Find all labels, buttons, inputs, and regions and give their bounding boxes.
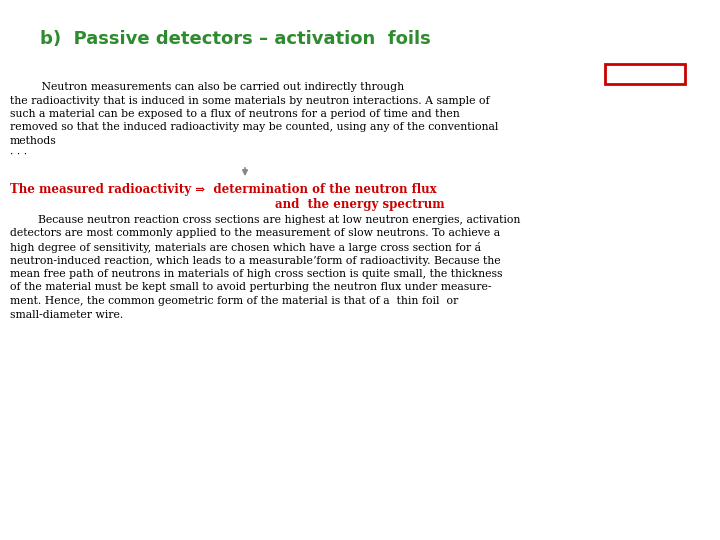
Text: · · ·: · · · [10, 150, 27, 159]
Text: removed so that the induced radioactivity may be counted, using any of the conve: removed so that the induced radioactivit… [10, 123, 498, 132]
Text: of the material must be kept small to avoid perturbing the neutron flux under me: of the material must be kept small to av… [10, 282, 492, 293]
Bar [605, 64, 685, 84]
Text: Neutron measurements can also be carried out indirectly through: Neutron measurements can also be carried… [10, 82, 404, 92]
Text: detectors are most commonly applied to the measurement of slow neutrons. To achi: detectors are most commonly applied to t… [10, 228, 500, 239]
Text: methods: methods [10, 136, 57, 146]
Text: neutron-induced reaction, which leads to a measurableʼform of radioactivity. Bec: neutron-induced reaction, which leads to… [10, 255, 500, 266]
Text: and  the energy spectrum: and the energy spectrum [275, 198, 445, 211]
Text: ment. Hence, the common geometric form of the material is that of a  thin foil  : ment. Hence, the common geometric form o… [10, 296, 458, 306]
Text: The measured radioactivity ⇒  determination of the neutron flux: The measured radioactivity ⇒ determinati… [10, 183, 436, 196]
Text: Because neutron reaction cross sections are highest at low neutron energies, act: Because neutron reaction cross sections … [10, 215, 521, 225]
Text: the radioactivity that is induced in some materials by neutron interactions. A s: the radioactivity that is induced in som… [10, 96, 490, 105]
Text: small-diameter wire.: small-diameter wire. [10, 309, 123, 320]
Text: mean free path of neutrons in materials of high cross section is quite small, th: mean free path of neutrons in materials … [10, 269, 503, 279]
Text: b)  Passive detectors – activation  foils: b) Passive detectors – activation foils [40, 30, 431, 48]
Text: such a material can be exposed to a flux of neutrons for a period of time and th: such a material can be exposed to a flux… [10, 109, 460, 119]
Text: high degree of sensitivity, materials are chosen which have a large cross sectio: high degree of sensitivity, materials ar… [10, 242, 481, 253]
